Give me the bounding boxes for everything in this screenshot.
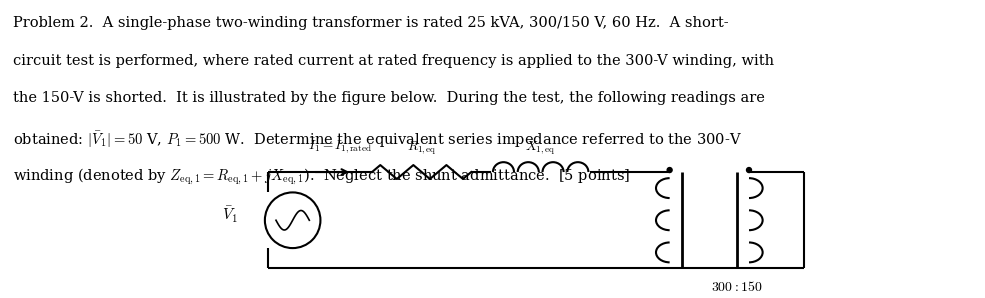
Text: $R_{1,\mathrm{eq}}$: $R_{1,\mathrm{eq}}$ (407, 140, 436, 157)
Text: Problem 2.  A single-phase two-winding transformer is rated 25 kVA, 300/150 V, 6: Problem 2. A single-phase two-winding tr… (13, 16, 729, 30)
Text: obtained: $|\bar{V}_1| = 50$ V, $P_1 = 500$ W.  Determine the equivalent series : obtained: $|\bar{V}_1| = 50$ V, $P_1 = 5… (13, 129, 742, 150)
Text: the 150-V is shorted.  It is illustrated by the figure below.  During the test, : the 150-V is shorted. It is illustrated … (13, 91, 764, 105)
Text: $X_{1,\mathrm{eq}}$: $X_{1,\mathrm{eq}}$ (525, 140, 556, 157)
Circle shape (747, 167, 752, 173)
Text: $300 : 150$: $300 : 150$ (711, 280, 762, 294)
Text: $\bar{I}_1 = I_{1,\mathrm{rated}}$: $\bar{I}_1 = I_{1,\mathrm{rated}}$ (307, 136, 371, 155)
Circle shape (667, 167, 672, 173)
Text: winding (denoted by $Z_{\mathrm{eq,1}} = R_{\mathrm{eq,1}} + jX_{\mathrm{eq,1}}$: winding (denoted by $Z_{\mathrm{eq,1}} =… (13, 167, 630, 187)
Text: circuit test is performed, where rated current at rated frequency is applied to : circuit test is performed, where rated c… (13, 54, 774, 68)
Text: $\bar{V}_1$: $\bar{V}_1$ (222, 205, 238, 225)
